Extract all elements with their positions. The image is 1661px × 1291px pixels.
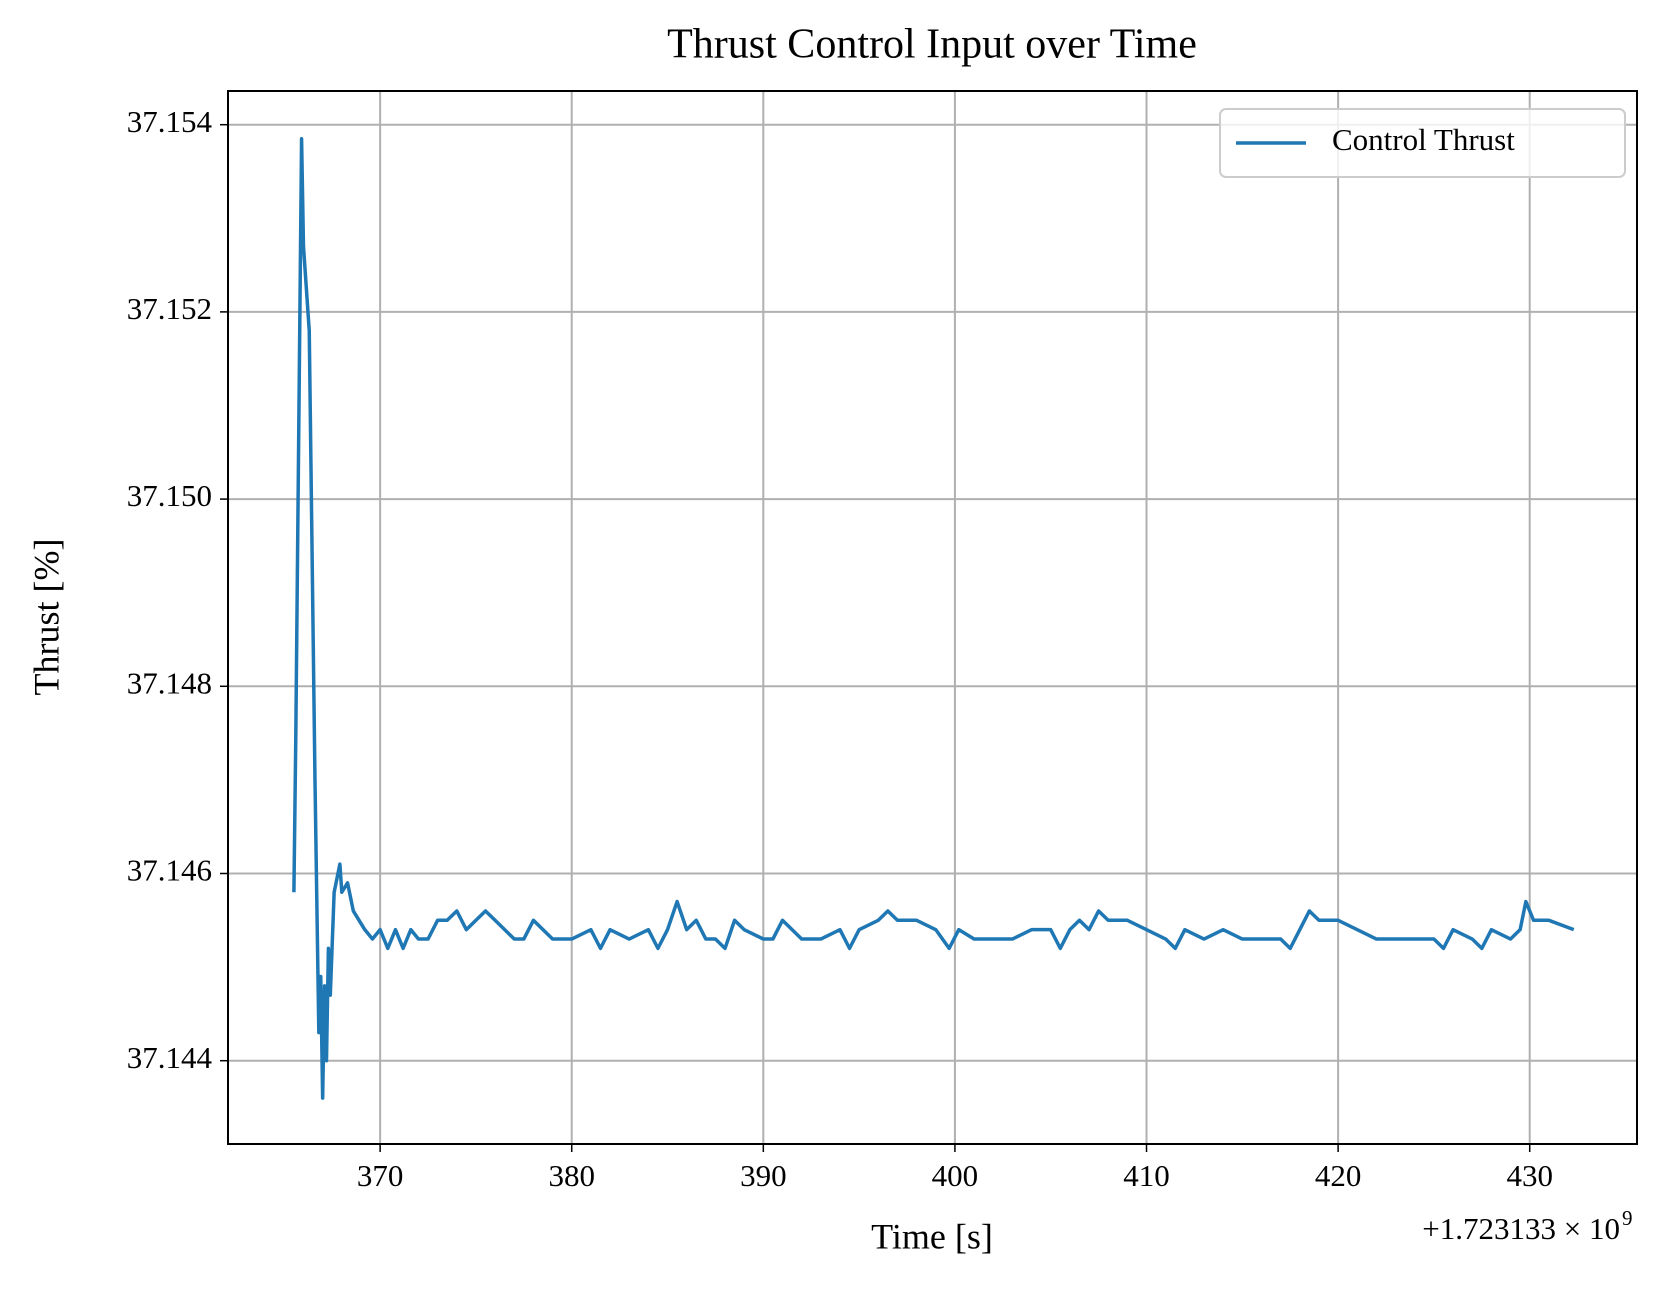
x-tick-label: 390 (740, 1158, 787, 1193)
y-tick-label: 37.146 (127, 853, 212, 888)
y-tick-label: 37.148 (127, 665, 212, 700)
data-line (292, 136, 1575, 1100)
x-tick-label: 380 (548, 1158, 595, 1193)
x-tick-label: 420 (1315, 1158, 1362, 1193)
y-tick-label: 37.150 (127, 478, 212, 513)
x-tick-label: 430 (1506, 1158, 1553, 1193)
chart-title: Thrust Control Input over Time (667, 22, 1197, 68)
x-tick-label: 400 (932, 1158, 979, 1193)
x-tick-label: 370 (357, 1158, 404, 1193)
x-tick-label: 410 (1123, 1158, 1170, 1193)
y-axis-label: Thrust [%] (26, 539, 66, 696)
legend-label: Control Thrust (1332, 122, 1515, 157)
x-axis-label: Time [s] (871, 1216, 993, 1256)
y-tick-label: 37.144 (127, 1040, 213, 1075)
x-offset-label: +1.723133 × 10 (1422, 1211, 1620, 1246)
y-tick-label: 37.154 (127, 104, 213, 139)
y-tick-label: 37.152 (127, 291, 212, 326)
plot-frame (227, 90, 1638, 1145)
legend-box (1219, 108, 1626, 178)
x-offset-exponent: 9 (1622, 1206, 1633, 1230)
